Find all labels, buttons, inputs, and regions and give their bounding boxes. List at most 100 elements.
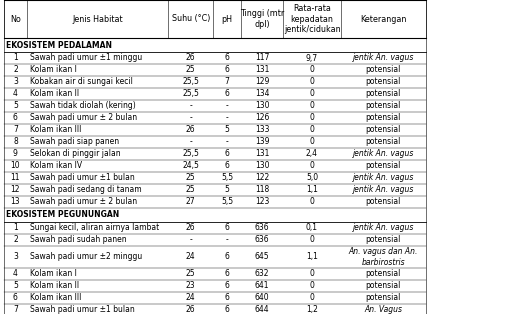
Text: 5: 5 bbox=[225, 126, 230, 134]
Text: Kolam ikan IV: Kolam ikan IV bbox=[30, 161, 82, 171]
Text: Kolam ikan III: Kolam ikan III bbox=[30, 126, 81, 134]
Text: 6: 6 bbox=[225, 269, 230, 279]
Text: 0: 0 bbox=[309, 161, 315, 171]
Text: Sawah padi siap panen: Sawah padi siap panen bbox=[30, 138, 119, 147]
Text: 8: 8 bbox=[13, 138, 18, 147]
Text: 0: 0 bbox=[309, 269, 315, 279]
Text: 26: 26 bbox=[186, 306, 195, 314]
Text: potensial: potensial bbox=[365, 126, 401, 134]
Text: 130: 130 bbox=[255, 101, 269, 111]
Text: Rata-rata
kepadatan
jentik/cidukan: Rata-rata kepadatan jentik/cidukan bbox=[284, 4, 340, 34]
Text: Jenis Habitat: Jenis Habitat bbox=[72, 14, 123, 24]
Text: No: No bbox=[10, 14, 21, 24]
Text: Kolam ikan I: Kolam ikan I bbox=[30, 269, 77, 279]
Text: 25,5: 25,5 bbox=[182, 89, 199, 99]
Text: 632: 632 bbox=[255, 269, 269, 279]
Text: 139: 139 bbox=[255, 138, 269, 147]
Text: -: - bbox=[226, 113, 229, 122]
Text: 641: 641 bbox=[255, 281, 269, 290]
Text: 123: 123 bbox=[255, 198, 269, 207]
Text: Selokan di pinggir jalan: Selokan di pinggir jalan bbox=[30, 149, 120, 159]
Text: 25,5: 25,5 bbox=[182, 149, 199, 159]
Text: 129: 129 bbox=[255, 78, 269, 86]
Text: Suhu (°C): Suhu (°C) bbox=[172, 14, 210, 24]
Text: 6: 6 bbox=[225, 306, 230, 314]
Text: Kobakan air di sungai kecil: Kobakan air di sungai kecil bbox=[30, 78, 133, 86]
Text: 131: 131 bbox=[255, 66, 269, 74]
Text: Sawah padi umur ±1 minggu: Sawah padi umur ±1 minggu bbox=[30, 53, 142, 62]
Text: 130: 130 bbox=[255, 161, 269, 171]
Text: 5: 5 bbox=[13, 281, 18, 290]
Text: 1: 1 bbox=[13, 224, 18, 232]
Text: 0: 0 bbox=[309, 198, 315, 207]
Text: EKOSISTEM PEGUNUNGAN: EKOSISTEM PEGUNUNGAN bbox=[6, 210, 119, 219]
Text: -: - bbox=[226, 138, 229, 147]
Text: 10: 10 bbox=[11, 161, 20, 171]
Text: 0: 0 bbox=[309, 101, 315, 111]
Text: 2,4: 2,4 bbox=[306, 149, 318, 159]
Text: 131: 131 bbox=[255, 149, 269, 159]
Text: 6: 6 bbox=[225, 53, 230, 62]
Text: 24,5: 24,5 bbox=[182, 161, 199, 171]
Text: -: - bbox=[189, 113, 192, 122]
Text: potensial: potensial bbox=[365, 198, 401, 207]
Text: 7: 7 bbox=[225, 78, 230, 86]
Text: 24: 24 bbox=[186, 252, 195, 262]
Text: Kolam ikan II: Kolam ikan II bbox=[30, 89, 79, 99]
Text: 5: 5 bbox=[13, 101, 18, 111]
Text: Keterangan: Keterangan bbox=[360, 14, 407, 24]
Text: 0: 0 bbox=[309, 78, 315, 86]
Text: jentik An. vagus: jentik An. vagus bbox=[353, 224, 414, 232]
Text: 0,1: 0,1 bbox=[306, 224, 318, 232]
Text: 23: 23 bbox=[186, 281, 195, 290]
Text: potensial: potensial bbox=[365, 161, 401, 171]
Text: 5,5: 5,5 bbox=[221, 174, 233, 182]
Text: 6: 6 bbox=[225, 281, 230, 290]
Text: 7: 7 bbox=[13, 126, 18, 134]
Text: jentik An. vagus: jentik An. vagus bbox=[353, 186, 414, 194]
Text: 11: 11 bbox=[11, 174, 20, 182]
Text: 9,7: 9,7 bbox=[306, 53, 318, 62]
Text: Sawah padi umur ±1 bulan: Sawah padi umur ±1 bulan bbox=[30, 174, 135, 182]
Text: 126: 126 bbox=[255, 113, 269, 122]
Text: 12: 12 bbox=[11, 186, 20, 194]
Text: Sawah padi sedang di tanam: Sawah padi sedang di tanam bbox=[30, 186, 141, 194]
Text: 134: 134 bbox=[255, 89, 269, 99]
Text: Kolam ikan II: Kolam ikan II bbox=[30, 281, 79, 290]
Text: -: - bbox=[226, 101, 229, 111]
Text: potensial: potensial bbox=[365, 294, 401, 302]
Text: 25,5: 25,5 bbox=[182, 78, 199, 86]
Text: 5: 5 bbox=[225, 186, 230, 194]
Text: 24: 24 bbox=[186, 294, 195, 302]
Text: 0: 0 bbox=[309, 66, 315, 74]
Text: 0: 0 bbox=[309, 138, 315, 147]
Text: 9: 9 bbox=[13, 149, 18, 159]
Text: 644: 644 bbox=[255, 306, 269, 314]
Text: 636: 636 bbox=[255, 224, 269, 232]
Text: An. vagus dan An.
barbirostris: An. vagus dan An. barbirostris bbox=[348, 247, 418, 267]
Text: Sawah padi umur ± 2 bulan: Sawah padi umur ± 2 bulan bbox=[30, 198, 137, 207]
Text: pH: pH bbox=[222, 14, 233, 24]
Text: potensial: potensial bbox=[365, 269, 401, 279]
Text: -: - bbox=[189, 101, 192, 111]
Text: Sawah padi sudah panen: Sawah padi sudah panen bbox=[30, 236, 126, 245]
Text: 1,1: 1,1 bbox=[306, 186, 318, 194]
Text: 640: 640 bbox=[255, 294, 269, 302]
Text: EKOSISTEM PEDALAMAN: EKOSISTEM PEDALAMAN bbox=[6, 41, 112, 50]
Text: 6: 6 bbox=[13, 113, 18, 122]
Text: 0: 0 bbox=[309, 281, 315, 290]
Text: 0: 0 bbox=[309, 294, 315, 302]
Text: 118: 118 bbox=[255, 186, 269, 194]
Text: 0: 0 bbox=[309, 236, 315, 245]
Text: 25: 25 bbox=[186, 66, 195, 74]
Text: 1: 1 bbox=[13, 53, 18, 62]
Text: 3: 3 bbox=[13, 252, 18, 262]
Text: potensial: potensial bbox=[365, 236, 401, 245]
Text: Sawah padi umur ±2 minggu: Sawah padi umur ±2 minggu bbox=[30, 252, 142, 262]
Text: 0: 0 bbox=[309, 89, 315, 99]
Text: An. Vagus: An. Vagus bbox=[364, 306, 402, 314]
Text: 0: 0 bbox=[309, 126, 315, 134]
Text: Sungai kecil, aliran airnya lambat: Sungai kecil, aliran airnya lambat bbox=[30, 224, 159, 232]
Text: 25: 25 bbox=[186, 269, 195, 279]
Text: Kolam ikan I: Kolam ikan I bbox=[30, 66, 77, 74]
